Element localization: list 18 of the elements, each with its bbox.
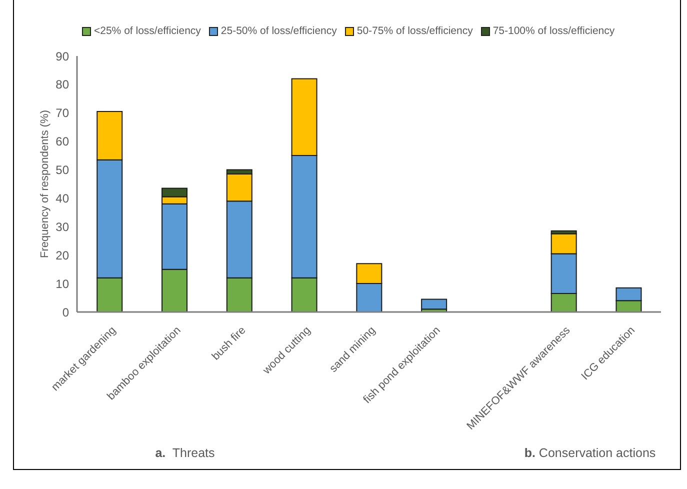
y-tick-label: 50 (56, 163, 70, 178)
y-tick-label: 20 (56, 248, 70, 262)
y-tick-label: 30 (56, 220, 70, 234)
text: a. Threats (155, 446, 215, 460)
y-tick-label: 10 (56, 276, 70, 291)
text: b. Conservation actions (524, 446, 656, 460)
legend-label: 25-50% of loss/efficiency (220, 25, 337, 37)
y-tick-label: 80 (56, 78, 70, 92)
y-tick-label: 0 (62, 305, 70, 320)
legend-label: <25% of loss/efficiency (94, 25, 201, 37)
legend-label: 50-75% of loss/efficiency (356, 25, 473, 37)
y-tick-label: 40 (56, 191, 70, 206)
y-tick-label: 60 (56, 134, 70, 149)
legend-label: 75-100% of loss/efficiency (492, 25, 615, 37)
y-tick-label: 90 (56, 49, 70, 64)
bar (421, 298, 448, 310)
y-tick-label: 70 (56, 106, 70, 120)
y-axis-title: Frequency of respondents (%) (38, 110, 51, 258)
